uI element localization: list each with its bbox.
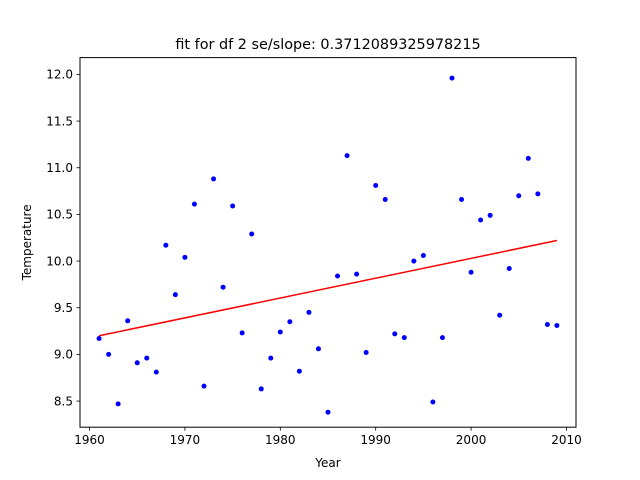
data-point xyxy=(411,258,417,264)
data-point xyxy=(125,318,131,324)
data-point xyxy=(478,217,484,223)
data-point xyxy=(535,191,541,197)
data-point xyxy=(516,193,522,199)
data-point xyxy=(335,273,341,279)
y-tick-label: 10.5 xyxy=(46,208,73,222)
data-point xyxy=(497,312,503,318)
data-point xyxy=(554,322,560,328)
data-point xyxy=(449,75,455,81)
data-point xyxy=(153,369,159,375)
data-point xyxy=(106,351,112,357)
data-point xyxy=(525,155,531,161)
data-point xyxy=(392,331,398,337)
data-point xyxy=(506,266,512,272)
y-tick-label: 9.5 xyxy=(54,301,73,315)
fit-line xyxy=(98,239,558,337)
data-point xyxy=(325,409,331,415)
data-point xyxy=(163,242,169,248)
x-tick-label: 1980 xyxy=(265,433,296,447)
x-tick-label: 2000 xyxy=(456,433,487,447)
data-point xyxy=(459,196,465,202)
x-tick-label: 1970 xyxy=(170,433,201,447)
data-point xyxy=(201,383,207,389)
data-point xyxy=(191,201,197,207)
y-axis-label: Temperature xyxy=(20,204,34,281)
data-point xyxy=(401,335,407,341)
y-tick-label: 11.0 xyxy=(46,161,73,175)
data-point xyxy=(420,252,426,258)
data-point xyxy=(220,284,226,290)
x-axis-label: Year xyxy=(314,456,340,470)
data-point xyxy=(211,176,217,182)
data-point xyxy=(144,355,150,361)
x-tick-label: 1990 xyxy=(360,433,391,447)
data-point xyxy=(134,360,140,366)
data-point xyxy=(373,182,379,188)
data-point xyxy=(344,153,350,159)
data-point xyxy=(182,254,188,260)
x-tick-label: 1960 xyxy=(74,433,105,447)
data-point xyxy=(96,336,102,342)
data-point xyxy=(306,309,312,315)
data-point xyxy=(258,386,264,392)
data-point xyxy=(249,231,255,237)
data-point xyxy=(239,330,245,336)
data-point xyxy=(172,292,178,298)
data-point xyxy=(439,335,445,341)
y-tick-label: 8.5 xyxy=(54,394,73,408)
data-point xyxy=(487,212,493,218)
data-point xyxy=(296,368,302,374)
data-point xyxy=(354,271,360,277)
data-point xyxy=(230,203,236,209)
data-point xyxy=(382,196,388,202)
data-point xyxy=(115,401,121,407)
data-point xyxy=(430,399,436,405)
data-point xyxy=(277,329,283,335)
data-point xyxy=(315,346,321,352)
plot-area xyxy=(96,75,560,415)
data-point xyxy=(363,350,369,356)
data-point xyxy=(268,355,274,361)
y-tick-label: 11.5 xyxy=(46,114,73,128)
x-tick-label: 2010 xyxy=(551,433,582,447)
data-point xyxy=(468,269,474,275)
data-point xyxy=(287,319,293,325)
axis-ticks: 1960 1970 1980 1990 2000 2010 8.5 9.0 9.5 10.0 10.… xyxy=(46,68,581,448)
chart-title: fit for df 2 se/slope: 0.371208932597821… xyxy=(175,37,480,53)
axes-frame xyxy=(79,57,577,428)
y-tick-label: 12.0 xyxy=(46,68,73,82)
data-point xyxy=(544,322,550,328)
y-tick-label: 9.0 xyxy=(54,348,73,362)
y-tick-label: 10.0 xyxy=(46,254,73,268)
